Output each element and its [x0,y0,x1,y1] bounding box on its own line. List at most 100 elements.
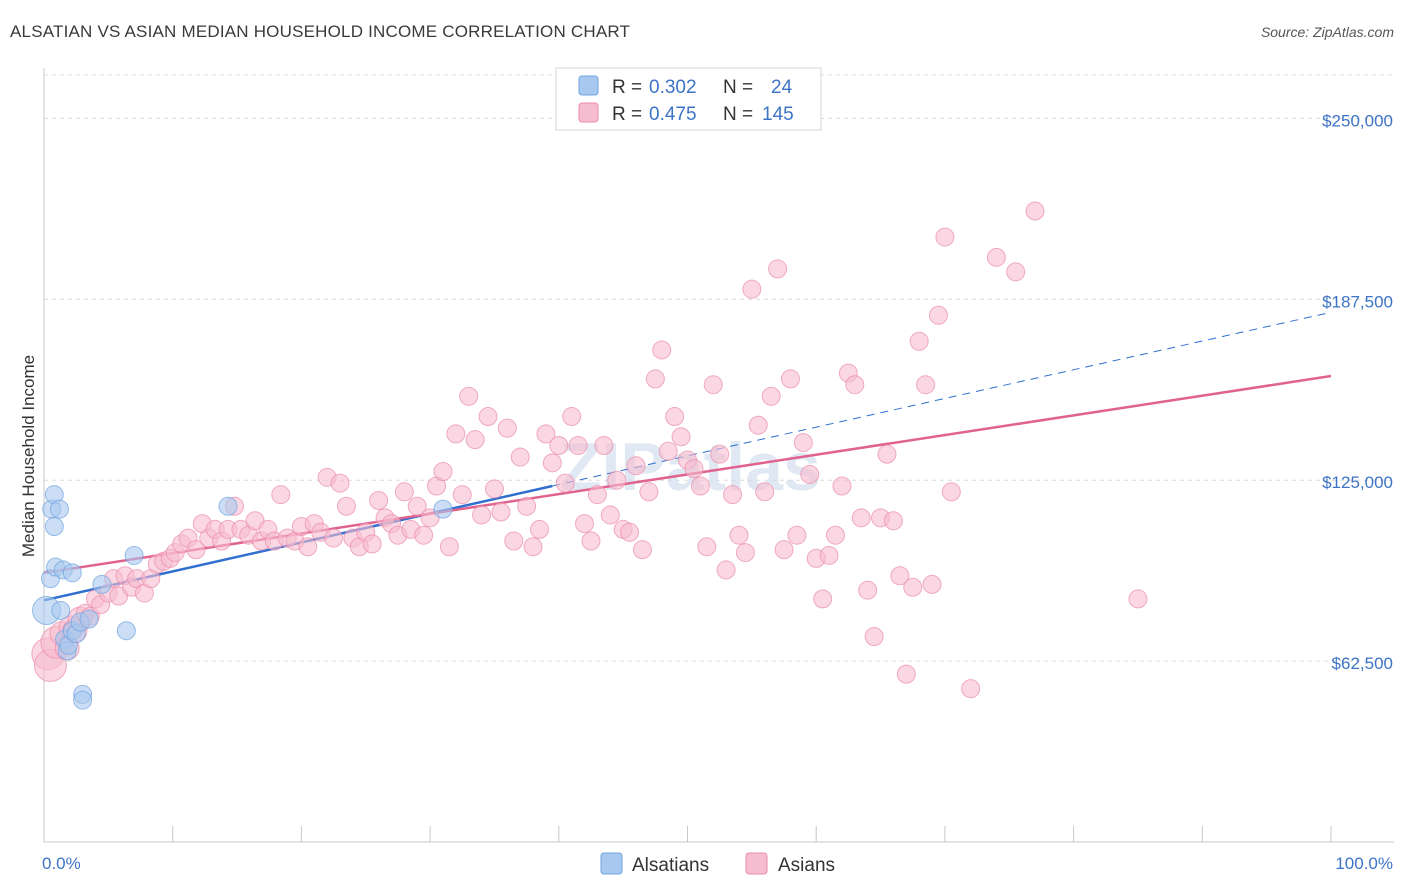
legend-r-label-2: R = [612,104,642,125]
alsatian-point-18 [79,609,99,629]
asian-point-65 [439,537,459,557]
asian-point-115 [761,386,781,406]
asian-point-142 [935,227,955,247]
asian-point-139 [916,375,936,395]
asian-point-72 [484,479,504,499]
asian-point-99 [658,441,678,461]
asian-point-61 [414,525,434,545]
asian-point-148 [1128,589,1148,609]
asian-point-48 [330,473,350,493]
asian-point-143 [941,482,961,502]
asian-point-130 [858,580,878,600]
asian-point-141 [928,305,948,325]
asian-point-74 [497,418,517,438]
asian-point-147 [1025,201,1045,221]
asian-point-118 [780,369,800,389]
asian-point-94 [626,456,646,476]
asian-point-120 [793,433,813,453]
asian-point-128 [845,375,865,395]
bottom-legend-asians: Asians [778,855,835,876]
legend-swatch-alsatians [578,75,599,96]
chart-title: ALSATIAN VS ASIAN MEDIAN HOUSEHOLD INCOM… [10,22,631,41]
asian-point-84 [562,407,582,427]
asian-point-64 [433,462,453,482]
asian-point-104 [690,476,710,496]
asian-point-100 [665,407,685,427]
bottom-legend-alsatians: Alsatians [632,855,709,876]
asian-point-91 [607,470,627,490]
y-axis-title: Median Household Income [19,355,38,557]
alsatian-point-20 [116,621,136,641]
asian-point-133 [877,444,897,464]
asian-point-90 [600,505,620,525]
asian-point-88 [587,485,607,505]
asian-point-81 [542,453,562,473]
bottom-legend-swatch-asians [745,852,768,875]
asian-point-131 [864,627,884,647]
asian-point-136 [896,664,916,684]
bottom-legend-swatch-alsatians [600,852,623,875]
legend-n-label-1: N = [723,77,753,98]
bottom-legend: Alsatians Asians [600,852,835,876]
asian-point-71 [478,407,498,427]
asian-point-76 [510,447,530,467]
asian-point-54 [369,490,389,510]
asian-point-43 [298,537,318,557]
tick-labels: $62,500 $125,000 $187,500 $250,000 0.0% 100.0… [42,111,1393,873]
legend-r-label-1: R = [612,77,642,98]
asian-point-117 [774,540,794,560]
asian-point-68 [459,386,479,406]
asian-point-93 [620,522,640,542]
asian-point-53 [362,534,382,554]
legend-n-value-2: 145 [762,104,794,125]
asian-point-26 [186,540,206,560]
asian-point-106 [703,375,723,395]
asian-point-39 [271,485,291,505]
asian-point-85 [568,435,588,455]
asian-point-77 [517,496,537,516]
asian-point-125 [826,525,846,545]
asian-point-116 [768,259,788,279]
asian-point-124 [819,545,839,565]
asian-point-47 [324,528,344,548]
alsatian-point-21 [124,545,144,565]
asian-point-98 [652,340,672,360]
legend: R = 0.302 N = 24 R = 0.475 N = 145 [555,67,822,131]
asian-point-79 [529,519,549,539]
alsatian-point-17 [73,690,93,710]
asian-point-110 [729,525,749,545]
asian-point-134 [883,511,903,531]
asian-point-111 [735,543,755,563]
asian-point-107 [710,444,730,464]
asian-point-109 [723,485,743,505]
asian-point-66 [446,424,466,444]
asian-point-97 [645,369,665,389]
alsatian-point-7 [51,600,71,620]
asian-point-144 [961,679,981,699]
asian-point-108 [716,560,736,580]
legend-r-value-2: 0.475 [649,104,697,125]
asian-point-138 [909,331,929,351]
x-tick-label-0: 0.0% [42,854,81,873]
legend-box [555,67,822,131]
asian-point-96 [639,482,659,502]
asian-point-87 [581,531,601,551]
y-tick-label-3: $250,000 [1322,111,1393,130]
asian-point-112 [742,279,762,299]
alsatian-point-3 [44,517,64,537]
alsatian-point-22 [218,496,238,516]
axes [43,68,1394,843]
alsatian-point-23 [433,499,453,519]
asian-point-119 [787,525,807,545]
asian-point-145 [986,247,1006,267]
y-tick-label-2: $187,500 [1322,292,1393,311]
asian-point-146 [1006,262,1026,282]
y-tick-label-1: $125,000 [1322,473,1393,492]
asian-point-121 [800,464,820,484]
asian-point-67 [452,485,472,505]
asian-point-49 [336,496,356,516]
asian-point-103 [684,459,704,479]
asian-point-75 [504,531,524,551]
asian-point-58 [394,482,414,502]
